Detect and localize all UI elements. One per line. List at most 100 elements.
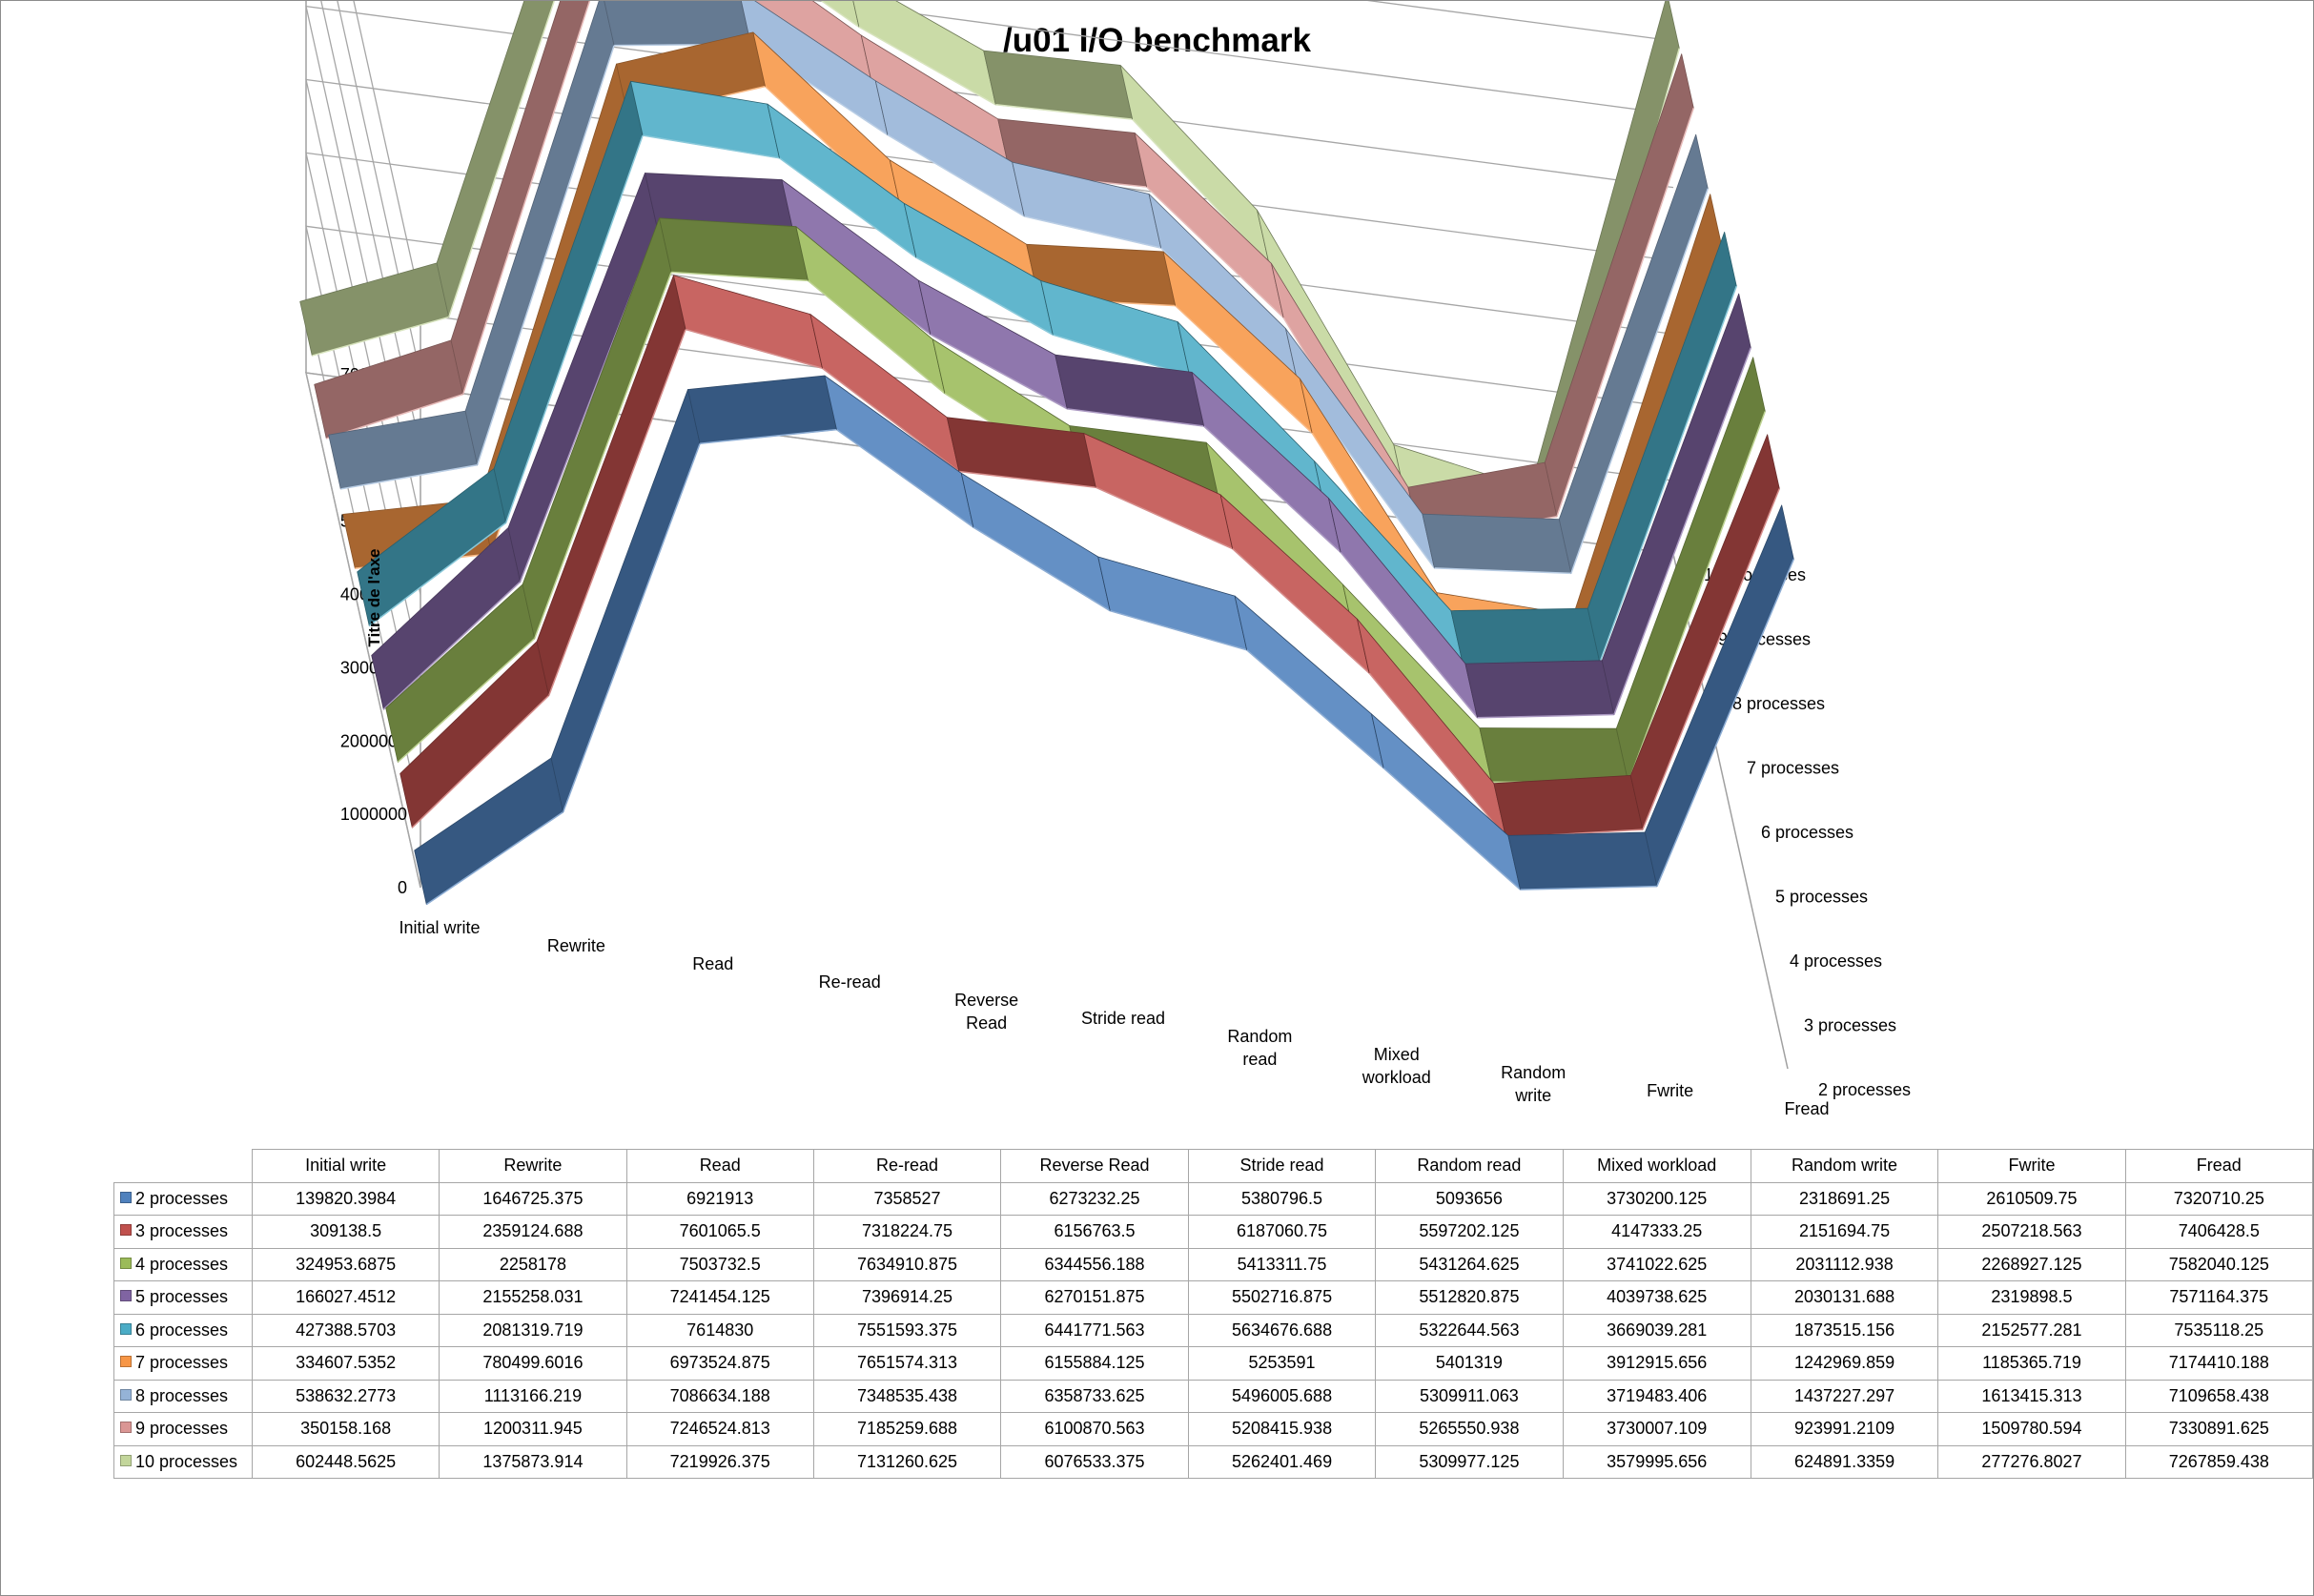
table-column-header: Fwrite: [1937, 1149, 2126, 1183]
ribbon-edge: [915, 256, 1054, 336]
table-cell: 5253591: [1187, 1346, 1377, 1381]
table-cell: 5265550.938: [1375, 1412, 1564, 1446]
ribbon-segment: [450, 1, 590, 396]
legend-entry: 5 processes: [113, 1280, 253, 1315]
table-corner: [113, 1149, 253, 1183]
ribbon-edge: [382, 581, 522, 710]
table-cell: 7086634.188: [625, 1379, 814, 1413]
chart-3d-plot: 0100000020000003000000400000050000006000…: [299, 1, 1911, 1118]
ribbon-edge: [1656, 559, 1794, 887]
ribbon-edge: [562, 442, 701, 813]
table-cell: 7219926.375: [625, 1444, 814, 1479]
ribbon-segment: [659, 217, 809, 281]
table-cell: 602448.5625: [251, 1444, 440, 1479]
series-ribbons: [299, 1, 1794, 906]
legend-entry: 8 processes: [113, 1379, 253, 1413]
ribbon-edge: [461, 1, 591, 395]
table-cell: 6921913: [625, 1181, 814, 1216]
y-tick-label: 1000000: [340, 805, 407, 824]
ribbon-segment: [1097, 556, 1248, 651]
z-tick-label: 4 processes: [1790, 951, 1882, 971]
table-cell: 1437227.297: [1750, 1379, 1939, 1413]
table-cell: 7551593.375: [812, 1313, 1002, 1347]
table-row: 7 processes 334607.5352 780499.6016 6973524…: [113, 1346, 2314, 1381]
z-tick-label: 8 processes: [1732, 694, 1825, 713]
ribbon-edge: [1556, 108, 1695, 518]
table-cell: 3730007.109: [1562, 1412, 1751, 1446]
table-cell: 6156763.5: [1000, 1215, 1189, 1249]
table-cell: 7651574.313: [812, 1346, 1002, 1381]
table-row: 8 processes 538632.2773 1113166.219 7086634…: [113, 1379, 2314, 1413]
ribbon-edge: [1024, 215, 1161, 249]
table-cell: 4147333.25: [1562, 1215, 1751, 1249]
table-cell: 2081319.719: [439, 1313, 627, 1347]
x-axis-ticks: Initial write Rewrite Read Re-read Reverse Re…: [399, 918, 1829, 1118]
ribbon-edge: [1434, 567, 1571, 575]
ribbon-edge: [1382, 767, 1521, 890]
ribbon-edge: [1340, 551, 1479, 719]
ribbon-edge: [1628, 411, 1767, 784]
table-cell: 538632.2773: [251, 1379, 440, 1413]
table-cell: 6358733.625: [1000, 1379, 1189, 1413]
legend-label: 2 processes: [135, 1188, 229, 1208]
table-cell: 6344556.188: [1000, 1247, 1189, 1281]
table-cell: 2268927.125: [1937, 1247, 2126, 1281]
table-cell: 6187060.75: [1187, 1215, 1377, 1249]
table-cell: 2030131.688: [1750, 1280, 1939, 1315]
table-cell: 5401319: [1375, 1346, 1564, 1381]
series-ribbon: [399, 275, 1780, 839]
legend-swatch: [120, 1356, 132, 1368]
table-cell: 5502716.875: [1187, 1280, 1377, 1315]
table-cell: 7320710.25: [2124, 1181, 2314, 1216]
table-cell: 1113166.219: [439, 1379, 627, 1413]
table-cell: 2610509.75: [1937, 1181, 2126, 1216]
table-cell: 6273232.25: [1000, 1181, 1189, 1216]
table-column-header: Random read: [1375, 1149, 1564, 1183]
table-cell: 7185259.688: [812, 1412, 1002, 1446]
table-cell: 7571164.375: [2124, 1280, 2314, 1315]
x-tick-label: Re-read: [819, 972, 881, 992]
legend-swatch: [120, 1191, 132, 1203]
legend-entry: 10 processes: [113, 1444, 253, 1479]
table-cell: 624891.3359: [1750, 1444, 1939, 1479]
ribbon-edge: [1520, 885, 1657, 890]
ribbon-edge: [1599, 285, 1738, 664]
legend-swatch: [120, 1290, 132, 1302]
table-row: 6 processes 427388.5703 2081319.719 7614830…: [113, 1313, 2314, 1347]
ribbon-edge: [340, 464, 478, 490]
ribbon-edge: [858, 26, 996, 106]
table-cell: 7396914.25: [812, 1280, 1002, 1315]
table-column-header: Random write: [1750, 1149, 1939, 1183]
table-cell: 4039738.625: [1562, 1280, 1751, 1315]
legend-label: 6 processes: [135, 1320, 229, 1340]
table-column-header: Mixed workload: [1562, 1149, 1751, 1183]
table-cell: 334607.5352: [251, 1346, 440, 1381]
ribbon-edge: [1146, 186, 1284, 318]
gridline: [320, 1, 1674, 448]
table-body: 2 processes 139820.3984 1646725.375 6921913…: [113, 1181, 2314, 1479]
table-cell: 7330891.625: [2124, 1412, 2314, 1446]
table-cell: 923991.2109: [1750, 1412, 1939, 1446]
table-cell: 1242969.859: [1750, 1346, 1939, 1381]
table-cell: 7406428.5: [2124, 1215, 2314, 1249]
table-cell: 324953.6875: [251, 1247, 440, 1281]
table-cell: 5208415.938: [1187, 1412, 1377, 1446]
ribbon-edge: [808, 279, 946, 395]
ribbon-edge: [642, 134, 780, 159]
ribbon-edge: [368, 522, 507, 627]
ribbon-edge: [476, 45, 615, 466]
ribbon-edge: [447, 1, 556, 317]
x-tick-label: Initial write: [399, 918, 480, 937]
z-tick-label: 2 processes: [1818, 1080, 1911, 1099]
table-column-header: Reverse Read: [1000, 1149, 1189, 1183]
ribbon-edge: [700, 428, 837, 444]
x-tick-label: Stride read: [1081, 1009, 1165, 1028]
ribbon-edge: [822, 367, 960, 473]
chart-gridlines: [305, 1, 1674, 889]
legend-entry: 2 processes: [113, 1181, 253, 1216]
table-cell: 2319898.5: [1937, 1280, 2126, 1315]
table-cell: 6441771.563: [1000, 1313, 1189, 1347]
table-cell: 5309977.125: [1375, 1444, 1564, 1479]
ribbon-segment: [1507, 831, 1658, 890]
